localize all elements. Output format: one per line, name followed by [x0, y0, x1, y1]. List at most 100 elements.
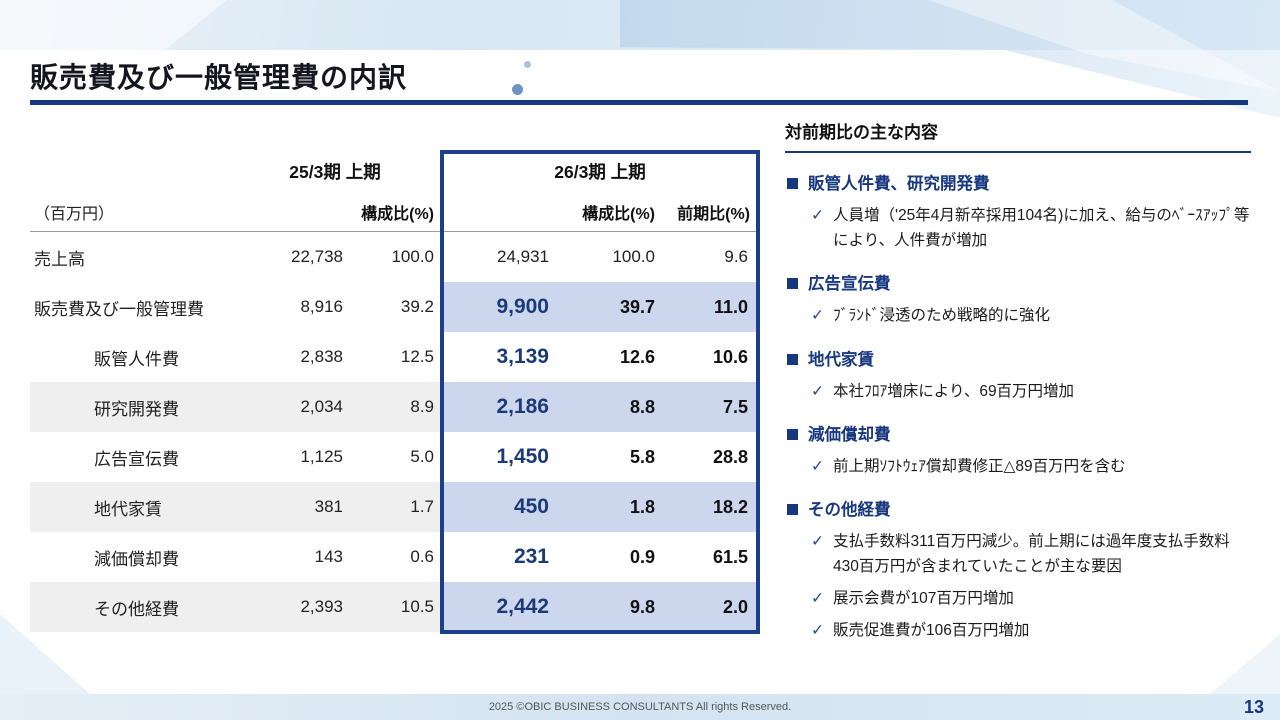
prev-value: 8,916 — [300, 297, 343, 316]
row-label: 販売費及び一般管理費 — [34, 299, 204, 319]
curr-value: 24,931 — [497, 247, 549, 266]
period-header-prev: 25/3期 上期 — [289, 161, 381, 182]
table-row: 販売費及び一般管理費 8,916 39.2 9,900 39.7 11.0 — [30, 282, 760, 332]
curr-composition: 8.8 — [565, 382, 665, 432]
row-label: 研究開発費 — [30, 382, 230, 432]
note-heading: その他経費 — [808, 500, 891, 519]
check-icon: ✓ — [811, 622, 824, 640]
row-label: 地代家賃 — [30, 482, 230, 532]
prev-value: 381 — [230, 482, 355, 532]
note-item: 地代家賃 ✓ 本社ﾌﾛｱ増床により、69百万円増加 — [785, 349, 1251, 404]
page-number: 13 — [1243, 697, 1264, 717]
row-label: 広告宣伝費 — [94, 449, 179, 469]
prev-value: 143 — [314, 547, 343, 566]
bullet-square-icon — [787, 503, 798, 515]
yoy-value: 11.0 — [665, 282, 760, 332]
curr-value: 1,450 — [496, 445, 549, 468]
table-row: 減価償却費 143 0.6 231 0.9 61.5 — [30, 532, 760, 582]
prev-composition: 100.0 — [391, 247, 434, 266]
curr-value: 2,186 — [440, 382, 565, 432]
bullet-square-icon — [787, 428, 798, 440]
bullet-square-icon — [787, 278, 798, 290]
note-point-text: 本社ﾌﾛｱ増床により、69百万円増加 — [833, 382, 1075, 400]
prev-composition: 8.9 — [355, 382, 440, 432]
yoy-value: 18.2 — [665, 482, 760, 532]
prev-value: 2,034 — [230, 382, 355, 432]
note-point: ✓ 販売促進費が106百万円増加 — [785, 618, 1251, 643]
note-point: ✓ 本社ﾌﾛｱ増床により、69百万円増加 — [785, 379, 1251, 404]
check-icon: ✓ — [811, 590, 824, 608]
row-label: 売上高 — [34, 249, 85, 269]
yoy-value: 7.5 — [665, 382, 760, 432]
note-point-text: ﾌﾞﾗﾝﾄﾞ浸透のため戦略的に強化 — [833, 307, 1051, 325]
curr-composition: 9.8 — [565, 582, 665, 632]
yoy-value: 9.6 — [724, 247, 748, 266]
unit-label: （百万円） — [34, 205, 115, 223]
prev-composition: 5.0 — [410, 447, 434, 466]
copyright-text: 2025 ©OBIC BUSINESS CONSULTANTS All righ… — [488, 701, 792, 713]
prev-value: 2,393 — [230, 582, 355, 632]
prev-value: 22,738 — [291, 247, 343, 266]
note-point-text: 人員増（'25年4月新卒採用104名)に加え、給与のﾍﾞｰｽｱｯﾌﾟ等により、人… — [833, 207, 1250, 250]
decoration-dot-icon — [524, 61, 531, 68]
slide-title: 販売費及び一般管理費の内訳 — [30, 62, 408, 93]
check-icon: ✓ — [811, 382, 824, 400]
prev-composition: 10.5 — [355, 582, 440, 632]
note-point-text: 支払手数料311百万円減少。前上期には過年度支払手数料430百万円が含まれていた… — [833, 533, 1230, 576]
check-icon: ✓ — [811, 457, 824, 475]
title-underline-bar — [30, 100, 1248, 105]
note-heading: 地代家賃 — [808, 350, 874, 369]
row-label: 減価償却費 — [94, 549, 179, 569]
prev-composition: 12.5 — [400, 347, 434, 366]
curr-value: 9,900 — [440, 282, 565, 332]
curr-value: 3,139 — [496, 345, 549, 368]
note-point-text: 前上期ｿﾌﾄｳｪｱ償却費修正△89百万円を含む — [833, 457, 1126, 475]
footer-band: 2025 ©OBIC BUSINESS CONSULTANTS All righ… — [0, 694, 1280, 720]
sga-breakdown-table: 25/3期 上期 26/3期 上期 （百万円） 構成比(%) 構成比(%) 前期… — [30, 150, 760, 634]
table-row: 売上高 22,738 100.0 24,931 100.0 9.6 — [30, 232, 760, 282]
note-heading: 広告宣伝費 — [808, 275, 891, 294]
yoy-value: 28.8 — [712, 446, 748, 467]
period-header-curr: 26/3期 上期 — [554, 161, 646, 182]
curr-value: 2,442 — [440, 582, 565, 632]
yoy-value: 2.0 — [665, 582, 760, 632]
decoration-dot-icon — [512, 84, 523, 95]
note-point: ✓ 前上期ｿﾌﾄｳｪｱ償却費修正△89百万円を含む — [785, 454, 1251, 479]
note-point: ✓ 展示会費が107百万円増加 — [785, 586, 1251, 611]
curr-composition: 0.9 — [629, 546, 655, 567]
note-point: ✓ 支払手数料311百万円減少。前上期には過年度支払手数料430百万円が含まれて… — [785, 529, 1251, 579]
note-heading: 販管人件費、研究開発費 — [808, 175, 990, 193]
curr-composition: 39.7 — [565, 282, 665, 332]
note-heading-row: 地代家賃 — [785, 349, 1251, 372]
notes-title: 対前期比の主な内容 — [785, 118, 1251, 153]
note-heading-row: 広告宣伝費 — [785, 273, 1251, 296]
table-column-header-row: （百万円） 構成比(%) 構成比(%) 前期比(%) — [30, 192, 760, 232]
table-period-header-row: 25/3期 上期 26/3期 上期 — [30, 150, 760, 192]
note-heading-row: 販管人件費、研究開発費 — [785, 173, 1251, 196]
note-point-text: 展示会費が107百万円増加 — [833, 590, 1014, 608]
table-row: 研究開発費 2,034 8.9 2,186 8.8 7.5 — [30, 382, 760, 432]
bullet-square-icon — [787, 178, 798, 189]
table-row: 販管人件費 2,838 12.5 3,139 12.6 10.6 — [30, 332, 760, 382]
column-header-composition-curr: 構成比(%) — [582, 205, 655, 223]
curr-composition: 1.8 — [565, 482, 665, 532]
curr-composition: 12.6 — [619, 346, 655, 367]
note-heading: 減価償却費 — [808, 425, 891, 444]
table-row: 地代家賃 381 1.7 450 1.8 18.2 — [30, 482, 760, 532]
check-icon: ✓ — [811, 533, 824, 551]
yoy-value: 10.6 — [712, 346, 748, 367]
bullet-square-icon — [787, 353, 798, 365]
curr-composition: 100.0 — [612, 247, 655, 266]
prev-value: 2,838 — [300, 347, 343, 366]
check-icon: ✓ — [811, 307, 824, 325]
column-header-composition-prev: 構成比(%) — [361, 205, 434, 223]
note-item: 販管人件費、研究開発費 ✓ 人員増（'25年4月新卒採用104名)に加え、給与の… — [785, 173, 1251, 253]
row-label: 販管人件費 — [94, 349, 179, 369]
note-item: 広告宣伝費 ✓ ﾌﾞﾗﾝﾄﾞ浸透のため戦略的に強化 — [785, 273, 1251, 328]
note-item: 減価償却費 ✓ 前上期ｿﾌﾄｳｪｱ償却費修正△89百万円を含む — [785, 424, 1251, 479]
curr-value: 450 — [440, 482, 565, 532]
yoy-notes-panel: 対前期比の主な内容 販管人件費、研究開発費 ✓ 人員増（'25年4月新卒採用10… — [785, 118, 1251, 643]
curr-value: 231 — [513, 545, 549, 568]
table-row: その他経費 2,393 10.5 2,442 9.8 2.0 — [30, 582, 760, 632]
